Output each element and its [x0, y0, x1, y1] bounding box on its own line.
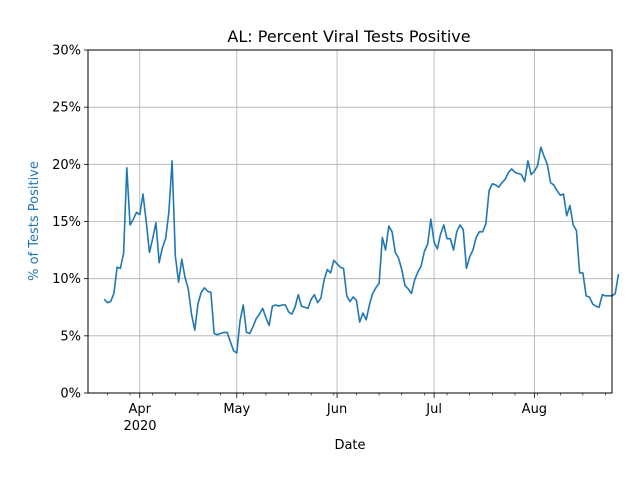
- series-line: [103, 146, 620, 354]
- y-tick-label: 0%: [60, 387, 81, 402]
- x-tick-label: Jun: [326, 402, 347, 417]
- grid-lines: [88, 49, 612, 394]
- y-tick-label: 10%: [52, 272, 81, 287]
- y-tick-label: 30%: [52, 44, 81, 59]
- x-axis-label: Date: [334, 438, 365, 453]
- x-tick-label: Apr: [129, 402, 152, 417]
- y-tick-label: 5%: [60, 329, 81, 344]
- x-year-label: 2020: [123, 419, 156, 434]
- x-axis: Apr May Jun Jul Aug: [107, 393, 606, 417]
- y-tick-label: 20%: [52, 158, 81, 173]
- x-tick-label: May: [223, 402, 250, 417]
- x-tick-label: Jul: [425, 402, 442, 417]
- series-layer: [103, 146, 620, 354]
- x-tick-label: Aug: [522, 402, 547, 417]
- y-tick-label: 25%: [52, 101, 81, 116]
- y-axis: 0% 5% 10% 15% 20% 25% 30%: [52, 44, 88, 402]
- y-axis-label: % of Tests Positive: [27, 161, 42, 281]
- y-tick-label: 15%: [52, 215, 81, 230]
- chart-title: AL: Percent Viral Tests Positive: [227, 27, 470, 46]
